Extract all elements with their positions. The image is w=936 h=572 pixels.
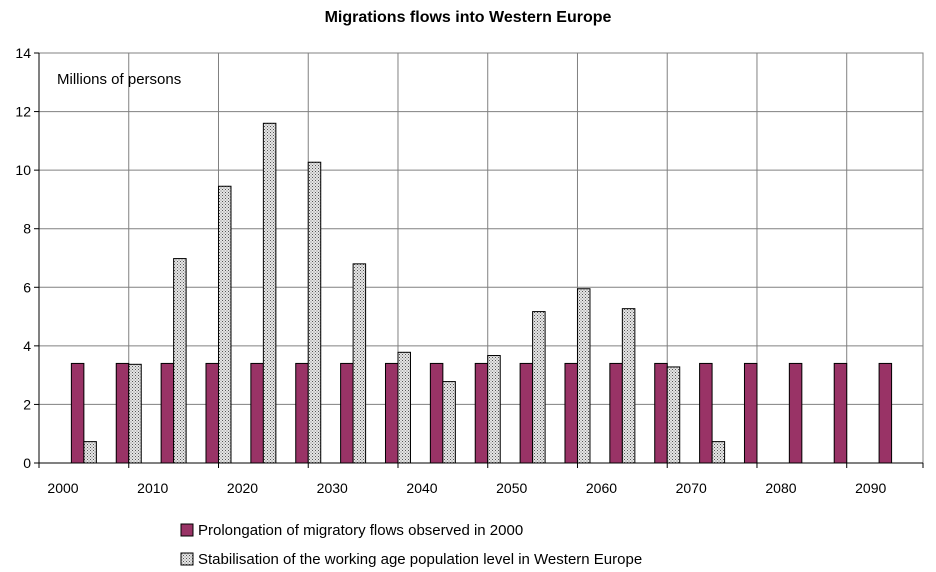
- bar-stabilisation: [397, 351, 411, 464]
- bar-stabilisation: [83, 441, 97, 464]
- bar-stabilisation: [532, 311, 546, 464]
- bar-prolongation: [115, 362, 130, 464]
- bar-prolongation: [743, 362, 758, 464]
- legend: Prolongation of migratory flows observed…: [180, 522, 642, 568]
- bars: [70, 122, 893, 464]
- x-tick-label: 2030: [317, 480, 348, 496]
- y-tick-label: 0: [23, 455, 31, 471]
- bar-prolongation: [609, 362, 623, 464]
- x-tick-label: 2020: [227, 480, 258, 496]
- bar-stabilisation: [217, 185, 232, 464]
- bar-stabilisation: [621, 308, 636, 464]
- bar-prolongation: [564, 362, 578, 464]
- bar-prolongation: [70, 362, 85, 464]
- chart-title: Migrations flows into Western Europe: [325, 9, 612, 26]
- bar-stabilisation: [666, 366, 681, 464]
- x-tick-label: 2050: [496, 480, 527, 496]
- bar-prolongation: [340, 362, 354, 464]
- y-tick-label: 10: [15, 162, 31, 178]
- bar-stabilisation: [352, 263, 367, 464]
- axes: 0 2 4 6 8 10 12 14 2000 2010 2020 2030 2040 2050 2060 2…: [15, 45, 924, 496]
- bar-stabilisation: [487, 355, 501, 464]
- bar-prolongation: [833, 362, 848, 464]
- bar-prolongation: [205, 362, 219, 464]
- bar-stabilisation: [173, 258, 187, 464]
- x-tick-label: 2040: [406, 480, 437, 496]
- x-tick-label: 2060: [586, 480, 617, 496]
- legend-label-prolongation: Prolongation of migratory flows observed…: [198, 522, 523, 539]
- legend-swatch-prolongation: [180, 523, 194, 537]
- bar-stabilisation: [128, 363, 142, 464]
- y-tick-label: 6: [23, 279, 31, 295]
- legend-swatch-stabilisation: [180, 552, 194, 566]
- bar-prolongation: [384, 362, 399, 464]
- plot-area: 0 2 4 6 8 10 12 14 2000 2010 2020 2030 2040 2050 2060 2…: [15, 45, 924, 496]
- y-tick-label: 4: [23, 338, 31, 354]
- bar-prolongation: [474, 362, 489, 464]
- bar-prolongation: [160, 362, 175, 464]
- units-annotation: Millions of persons: [57, 71, 181, 88]
- bar-prolongation: [429, 362, 444, 464]
- bar-prolongation: [878, 362, 893, 464]
- y-tick-label: 8: [23, 221, 31, 237]
- x-tick-label: 2090: [855, 480, 886, 496]
- bar-prolongation: [519, 362, 534, 464]
- bar-prolongation: [788, 362, 803, 464]
- bar-stabilisation: [442, 381, 456, 464]
- bar-stabilisation: [711, 441, 726, 464]
- bar-stabilisation: [307, 161, 322, 464]
- bar-prolongation: [699, 362, 713, 464]
- y-tick-label: 14: [15, 45, 31, 61]
- x-tick-label: 2080: [765, 480, 796, 496]
- x-tick-label: 2070: [676, 480, 707, 496]
- x-tick-label: 2000: [47, 480, 78, 496]
- x-tick-label: 2010: [137, 480, 168, 496]
- legend-label-stabilisation: Stabilisation of the working age populat…: [198, 551, 642, 568]
- bar-stabilisation: [576, 288, 591, 464]
- bar-stabilisation: [262, 122, 277, 464]
- bar-prolongation: [250, 362, 264, 464]
- bar-prolongation: [295, 362, 309, 464]
- y-tick-label: 2: [23, 396, 31, 412]
- y-tick-label: 12: [15, 104, 31, 120]
- bar-prolongation: [654, 362, 668, 464]
